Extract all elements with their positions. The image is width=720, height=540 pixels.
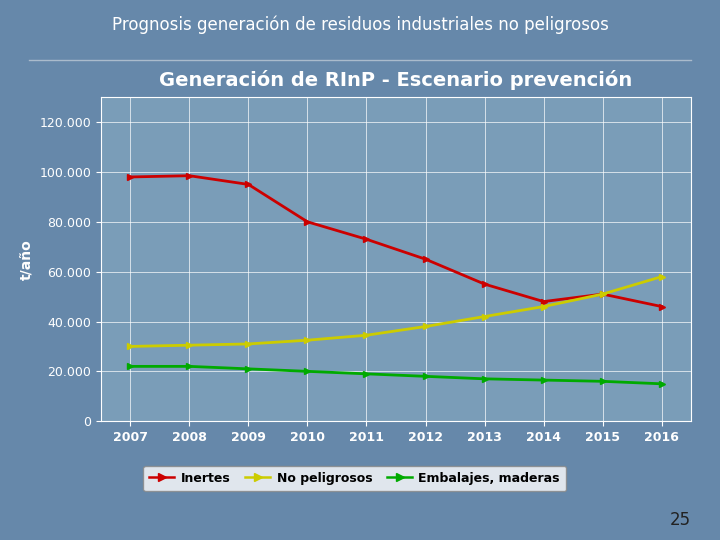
Text: 25: 25	[670, 511, 691, 529]
Text: Prognosis generación de residuos industriales no peligrosos: Prognosis generación de residuos industr…	[112, 15, 608, 34]
Legend: Inertes, No peligrosos, Embalajes, maderas: Inertes, No peligrosos, Embalajes, mader…	[143, 465, 566, 491]
Title: Generación de RInP - Escenario prevención: Generación de RInP - Escenario prevenció…	[159, 70, 633, 90]
Y-axis label: t/año: t/año	[19, 239, 34, 280]
